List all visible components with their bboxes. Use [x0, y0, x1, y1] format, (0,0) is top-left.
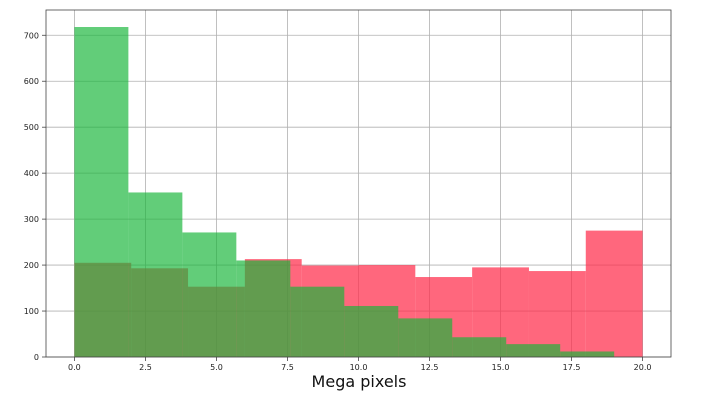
histogram-bar: [398, 318, 453, 357]
y-tick-label: 300: [24, 215, 39, 224]
x-tick-label: 20.0: [634, 363, 652, 372]
x-tick-label: 0.0: [68, 363, 81, 372]
y-tick-label: 500: [24, 123, 39, 132]
x-tick-label: 17.5: [563, 363, 581, 372]
x-tick-label: 7.5: [281, 363, 294, 372]
x-tick-label: 15.0: [492, 363, 510, 372]
histogram-bar: [344, 305, 399, 357]
y-tick-label: 0: [34, 353, 39, 362]
histogram-bar: [182, 232, 237, 357]
y-tick-label: 200: [24, 261, 39, 270]
x-tick-label: 5.0: [210, 363, 223, 372]
x-axis-title: Mega pixels: [312, 372, 407, 391]
y-tick-label: 100: [24, 307, 39, 316]
histogram-bar: [585, 230, 643, 357]
y-axis-ticks: 0 100 200 300 400 500 600 700: [24, 31, 46, 362]
x-tick-label: 10.0: [350, 363, 368, 372]
x-tick-label: 2.5: [139, 363, 152, 372]
histogram-bar: [452, 337, 507, 357]
y-tick-label: 400: [24, 169, 39, 178]
y-tick-label: 700: [24, 31, 39, 40]
histogram-bar: [560, 351, 615, 357]
histogram-bar: [236, 260, 291, 357]
histogram-series-2: [74, 27, 615, 357]
histogram-bar: [290, 286, 345, 357]
x-tick-label: 12.5: [421, 363, 439, 372]
histogram-bar: [506, 344, 561, 357]
x-axis-ticks: 0.0 2.5 5.0 7.5 10.0 12.5 15.0 17.5 20.0: [68, 357, 651, 372]
histogram-bar: [528, 271, 586, 357]
y-tick-label: 600: [24, 77, 39, 86]
histogram-bar: [74, 27, 129, 357]
histogram-bar: [128, 192, 183, 357]
histogram-bars: [74, 27, 643, 357]
